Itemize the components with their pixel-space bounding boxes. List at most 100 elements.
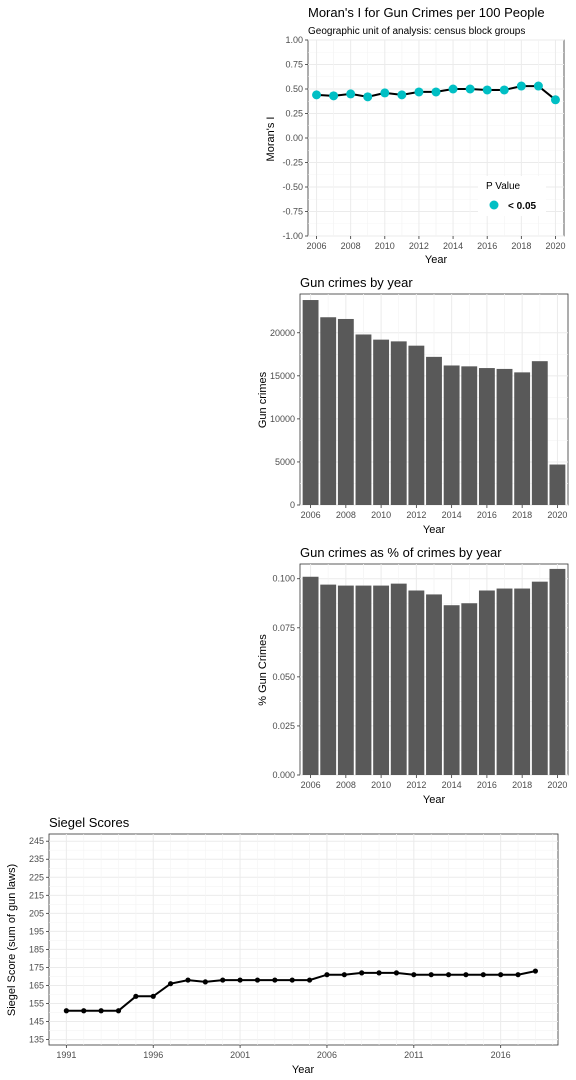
data-point bbox=[168, 981, 174, 987]
data-point bbox=[81, 1008, 87, 1014]
bar bbox=[355, 585, 372, 775]
data-point bbox=[98, 1008, 104, 1014]
x-tick-label: 2014 bbox=[443, 241, 463, 251]
x-tick-label: 2008 bbox=[336, 780, 356, 790]
bar bbox=[496, 588, 513, 775]
x-tick-label: 2008 bbox=[336, 510, 356, 520]
morans-i-x-ticks: 2006 2008 2010 2012 2014 2016 2018 2020 bbox=[307, 236, 565, 251]
siegel-x-ticks: 1991 1996 2001 2006 2011 2016 bbox=[56, 1045, 511, 1060]
data-point bbox=[363, 92, 373, 102]
y-tick-label: 145 bbox=[29, 1017, 44, 1027]
data-point bbox=[341, 972, 347, 978]
x-tick-label: 2016 bbox=[491, 1050, 511, 1060]
x-tick-label: 2018 bbox=[512, 780, 532, 790]
data-point bbox=[428, 972, 434, 978]
y-tick-label: 225 bbox=[29, 872, 44, 882]
data-point bbox=[550, 95, 560, 105]
x-tick-label: 2014 bbox=[442, 510, 462, 520]
morans-i-legend: P Value < 0.05 bbox=[478, 176, 546, 216]
x-tick-label: 2012 bbox=[406, 510, 426, 520]
siegel-y-ticks: 245 235 225 215 205 195 185 175 165 155 145 135 bbox=[29, 836, 49, 1045]
siegel-title: Siegel Scores bbox=[49, 815, 130, 830]
x-tick-label: 2018 bbox=[512, 510, 532, 520]
y-tick-label: 165 bbox=[29, 980, 44, 990]
bar bbox=[426, 594, 442, 775]
x-tick-label: 2010 bbox=[375, 241, 395, 251]
bar bbox=[531, 361, 548, 505]
x-tick-label: 1996 bbox=[143, 1050, 163, 1060]
y-tick-label: 215 bbox=[29, 890, 44, 900]
bar bbox=[514, 588, 531, 775]
y-tick-label: 185 bbox=[29, 944, 44, 954]
y-tick-label: 0.050 bbox=[272, 672, 295, 682]
bar bbox=[443, 605, 460, 775]
data-point bbox=[376, 970, 382, 976]
siegel-chart: Siegel Scores 245 235 225 215 205 195 185 175 16… bbox=[6, 815, 559, 1076]
x-tick-label: 2018 bbox=[511, 241, 531, 251]
data-point bbox=[480, 972, 486, 978]
x-tick-label: 2008 bbox=[341, 241, 361, 251]
x-tick-label: 2006 bbox=[317, 1050, 337, 1060]
bar bbox=[373, 585, 390, 775]
data-point bbox=[397, 90, 407, 100]
bar bbox=[355, 334, 372, 505]
bar bbox=[390, 583, 407, 775]
data-point bbox=[533, 81, 543, 91]
siegel-points bbox=[63, 968, 539, 1014]
data-point bbox=[133, 993, 139, 999]
gun-crimes-chart: Gun crimes by year 05000100001500020000 … bbox=[257, 275, 569, 536]
data-point bbox=[499, 85, 509, 95]
bar bbox=[373, 339, 390, 505]
data-point bbox=[115, 1008, 122, 1014]
data-point bbox=[445, 972, 452, 978]
bar bbox=[478, 368, 495, 505]
gun-crimes-x-axis-label: Year bbox=[423, 524, 446, 536]
bar bbox=[302, 576, 319, 775]
bar bbox=[337, 318, 354, 505]
siegel-y-axis-label: Siegel Score (sum of gun laws) bbox=[6, 864, 18, 1016]
data-point bbox=[359, 970, 365, 976]
x-tick-label: 2006 bbox=[301, 510, 321, 520]
data-point bbox=[346, 89, 356, 99]
y-tick-label: 205 bbox=[29, 908, 44, 918]
y-tick-label: 20000 bbox=[270, 328, 295, 338]
x-tick-label: 2001 bbox=[230, 1050, 250, 1060]
x-tick-label: 2011 bbox=[404, 1050, 423, 1060]
data-point bbox=[380, 88, 390, 98]
bar bbox=[408, 345, 425, 505]
bar bbox=[478, 590, 495, 775]
data-point bbox=[202, 979, 208, 985]
morans-i-x-axis-label: Year bbox=[425, 254, 448, 266]
y-tick-label: -0.50 bbox=[282, 182, 303, 192]
y-tick-label: 155 bbox=[29, 999, 44, 1009]
morans-i-y-axis-label: Moran's I bbox=[265, 117, 277, 162]
x-tick-label: 2006 bbox=[307, 241, 327, 251]
data-point bbox=[414, 87, 424, 97]
data-point bbox=[150, 993, 156, 999]
gun-crimes-pct-bars bbox=[302, 568, 566, 775]
data-point bbox=[465, 84, 475, 94]
bar bbox=[337, 585, 354, 775]
data-point bbox=[312, 90, 322, 100]
y-tick-label: -0.25 bbox=[282, 158, 303, 168]
y-tick-label: 0.25 bbox=[285, 109, 303, 119]
bar bbox=[426, 356, 442, 505]
gun-crimes-y-axis-label: Gun crimes bbox=[257, 371, 269, 428]
y-tick-label: 0.000 bbox=[272, 770, 295, 780]
data-point bbox=[411, 972, 417, 978]
morans-i-title: Moran's I for Gun Crimes per 100 People bbox=[308, 5, 545, 20]
x-tick-label: 2012 bbox=[409, 241, 429, 251]
siegel-series-line bbox=[66, 970, 536, 1012]
data-point bbox=[532, 968, 539, 974]
bar bbox=[320, 317, 337, 505]
data-point bbox=[324, 972, 330, 978]
y-tick-label: 0.50 bbox=[285, 84, 303, 94]
data-point bbox=[463, 972, 469, 978]
y-tick-label: 245 bbox=[29, 836, 44, 846]
x-tick-label: 2010 bbox=[371, 780, 391, 790]
bar bbox=[549, 568, 566, 775]
x-tick-label: 2020 bbox=[545, 241, 565, 251]
y-tick-label: 175 bbox=[29, 962, 44, 972]
gun-crimes-x-ticks: 2006 2008 2010 2012 2014 2016 2018 2020 bbox=[301, 505, 567, 520]
siegel-x-axis-label: Year bbox=[292, 1064, 315, 1076]
